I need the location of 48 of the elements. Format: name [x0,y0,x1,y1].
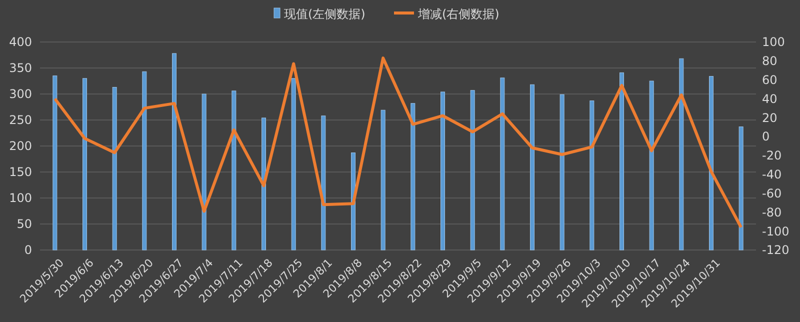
y2-tick-label: 100 [762,35,785,50]
y2-tick-label: -120 [762,243,790,258]
bar [440,92,445,250]
legend-label: 增减(右侧数据) [417,7,500,21]
y2-tick-label: -100 [762,224,790,238]
line-series [53,56,743,229]
y-tick-label: 50 [16,217,32,232]
bar [82,78,87,250]
bar [590,100,594,250]
y2-tick-label: 40 [762,92,778,106]
bar [620,72,624,250]
bar [410,103,416,250]
y2-tick-label: -40 [762,168,782,182]
y2-tick-label: -80 [762,205,782,220]
y2-tick-label: 80 [762,54,778,68]
bar [291,78,296,250]
legend-label: 现值(左侧数据) [284,7,366,21]
bar [380,110,386,250]
y-tick-label: 300 [9,87,32,102]
y-tick-label: 200 [9,139,32,154]
bar [709,76,714,250]
y2-tick-label: -60 [762,186,782,200]
y2-tick-label: -20 [762,148,782,163]
bar [262,118,266,250]
y-tick-label: 100 [9,191,32,206]
y-tick-label: 150 [9,165,32,180]
bar [232,90,236,250]
bar [500,78,505,250]
bar [142,71,147,250]
bar [52,76,58,250]
y-tick-label: 0 [24,243,32,258]
bar [351,152,356,250]
y-tick-label: 250 [9,113,32,128]
bar [738,126,744,250]
y-tick-label: 400 [9,35,32,50]
bar [470,90,475,250]
bar [321,116,326,250]
bar [649,80,654,250]
y2-tick-label: 60 [762,73,778,88]
y-tick-label: 350 [9,61,32,76]
y2-tick-label: 0 [762,130,770,144]
bar [679,58,684,250]
bar [202,94,206,250]
bar [172,53,176,250]
y2-tick-label: 20 [762,110,778,125]
bar [530,84,534,250]
bar [560,94,564,250]
bar [112,86,117,250]
